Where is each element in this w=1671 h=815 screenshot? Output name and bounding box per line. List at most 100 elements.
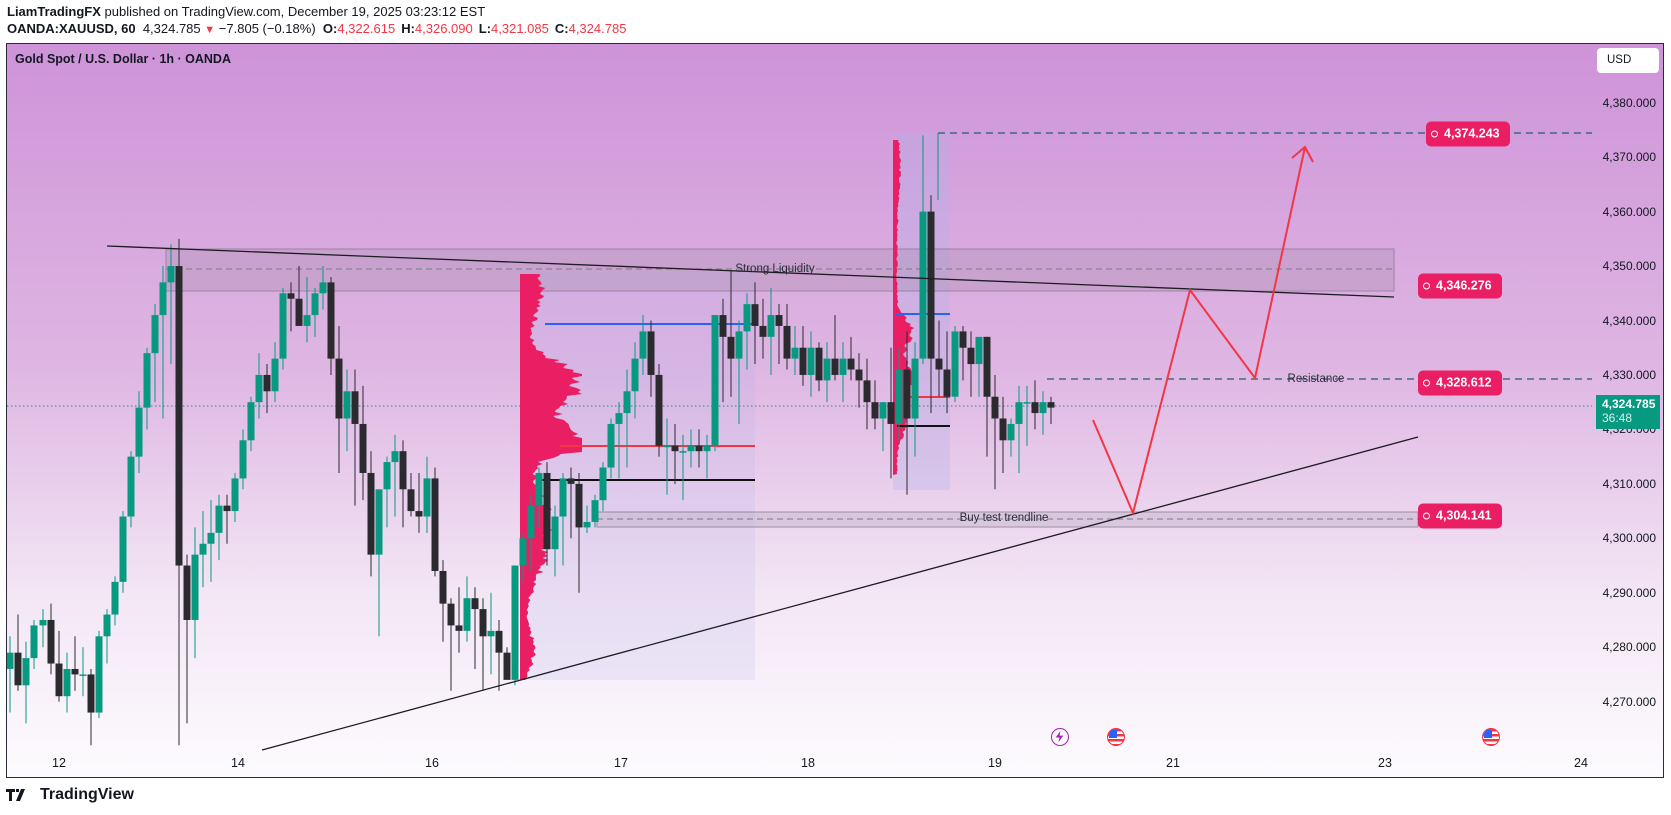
candle-body [967,347,975,365]
time-axis-label: 18 [801,756,815,770]
price-axis-label: 4,270.000 [1602,694,1656,709]
candle-body [639,331,647,359]
candle-body [223,505,231,512]
us-flag-event-icon[interactable] [1482,728,1500,746]
candle-body [1031,402,1039,414]
candle-body [535,472,543,506]
price-change: −7.805 (−0.18%) [218,21,316,36]
candle-body [871,402,879,419]
candle-body [319,282,327,294]
candle-body [479,609,487,637]
time-axis-label: 16 [425,756,439,770]
candle-body [703,445,711,452]
candle-body [30,625,38,659]
volume-profile-histogram [520,274,582,680]
anchor-dot-icon[interactable] [1431,130,1438,138]
candle-body [287,293,295,299]
candle-body [423,478,431,517]
candle-body [959,331,967,348]
current-price-tag: 4,324.785 36:48 [1596,395,1660,429]
buy-test-trendline-label: Buy test trendline [959,512,1049,524]
candle-body [519,538,527,566]
projection-path [1092,146,1306,517]
candle-body [943,369,951,397]
author-name[interactable]: LiamTradingFX [7,4,101,19]
candle-body [455,625,463,631]
price-axis-label: 4,360.000 [1602,204,1656,219]
price-tag[interactable]: 4,304.141 [1418,503,1502,529]
candle-body [175,266,183,566]
chart-title: Gold Spot / U.S. Dollar · 1h · OANDA [15,52,231,66]
candle-body [359,423,367,473]
price-tag-value: 4,374.243 [1444,126,1500,141]
price-tag[interactable]: 4,374.243 [1426,121,1510,147]
candle-body [439,570,447,604]
candle-body [991,396,999,419]
candle-body [111,581,119,615]
anchor-dot-icon[interactable] [1423,379,1430,386]
candle-body [295,298,303,326]
last-price: 4,324.785 [142,21,201,36]
candle-body [271,358,279,392]
us-flag-event-icon[interactable] [1107,728,1125,746]
anchor-dot-icon[interactable] [1423,282,1430,290]
candle-body [335,358,343,419]
down-arrow-icon: ▼ [204,24,216,36]
current-price-value: 4,324.785 [1602,397,1656,411]
bar-countdown: 36:48 [1602,411,1633,425]
candle-body [551,516,559,550]
candle-body [143,353,151,408]
candle-body [847,358,855,370]
candle-body [783,325,791,359]
candle-body [71,668,79,675]
candle-body [135,407,143,457]
candle-body [999,418,1007,441]
candle-body [743,304,751,332]
candle-body [879,402,887,419]
candle-body [831,358,839,375]
candle-body [543,472,551,550]
candle-body [911,358,919,419]
currency-button[interactable]: USD [1597,48,1659,73]
candle-body [343,391,351,419]
candle-body [511,565,519,680]
candle-body [495,630,503,653]
candle-body [14,652,22,686]
candle-body [887,402,895,424]
price-tag[interactable]: 4,328.612 [1418,370,1502,395]
lightning-event-icon[interactable] [1051,728,1069,746]
chart-pane[interactable] [6,43,1664,778]
candle-body [951,331,959,397]
candle-body [239,440,247,479]
descending-trendline [106,245,1395,298]
candle-body [415,511,423,517]
candle-body [935,358,943,370]
candle-body [22,658,30,686]
candle-body [599,467,607,501]
candle-body [671,445,679,452]
candle-body [1007,423,1015,441]
candle-body [631,358,639,392]
tradingview-logo[interactable]: TradingView [6,786,134,804]
publish-info: LiamTradingFX published on TradingView.c… [7,4,485,19]
candle-body [767,315,775,337]
candle-body [167,266,175,283]
ohlc-value: 4,322.615 [337,21,396,36]
candle-body [367,472,375,555]
price-axis-label: 4,300.000 [1602,531,1656,546]
brand-name: TradingView [40,786,134,803]
candle-body [263,374,271,392]
candle-body [663,445,671,448]
candle-body [39,619,47,626]
price-tag[interactable]: 4,346.276 [1418,273,1502,299]
anchor-dot-icon[interactable] [1423,512,1430,520]
candle-body [391,451,399,463]
candle-body [247,402,255,441]
projection-arrowhead-icon [1291,145,1314,163]
candle-body [839,358,847,375]
price-tag-value: 4,304.141 [1436,508,1492,523]
candle-body [503,652,511,680]
candle-body [815,347,823,381]
candle-body [975,336,983,365]
